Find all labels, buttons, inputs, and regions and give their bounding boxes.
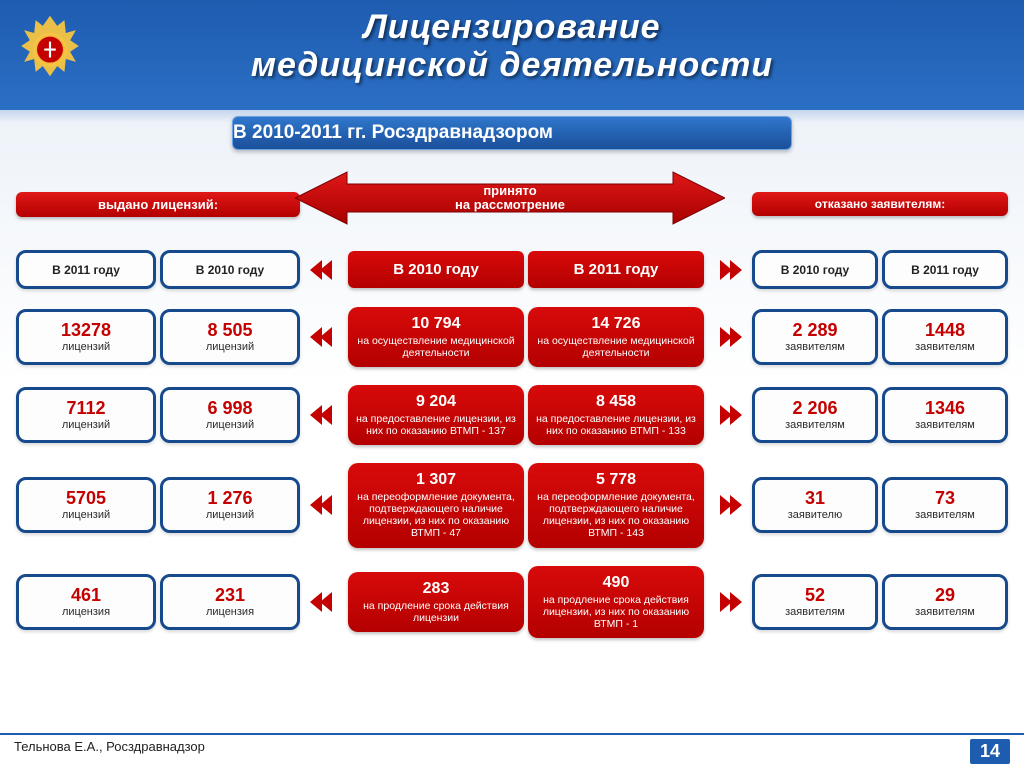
chevron-right-icon [708, 258, 748, 282]
issued-2011-row3: 461лицензия [16, 574, 156, 630]
refused-2010-row1: 2 206заявителям [752, 387, 878, 443]
year-issued-2010: В 2010 году [160, 250, 300, 289]
subtitle-bar: В 2010-2011 гг. Росздравнадзором [232, 116, 792, 150]
year-issued-2011: В 2011 году [16, 250, 156, 289]
chevron-right-icon [708, 493, 748, 517]
slide-header: Лицензирование медицинской деятельности [0, 0, 1024, 110]
chevron-right-icon [708, 403, 748, 427]
refused-2011-row2: 73заявителям [882, 477, 1008, 533]
center-2010-row3: 283на продление срока действия лицензии [348, 572, 524, 632]
slide-footer: Тельнова Е.А., Росздравнадзор 14 [0, 733, 1024, 768]
data-grid: выдано лицензий: отказано заявителям: В … [18, 176, 1006, 638]
chevron-left-icon [304, 258, 344, 282]
issued-2010-row3: 231лицензия [160, 574, 300, 630]
accepted-label-line2: на рассмотрение [455, 197, 565, 212]
emblem-icon [14, 10, 86, 82]
double-arrow-banner: принято на рассмотрение [295, 170, 725, 226]
header-issued: выдано лицензий: [16, 192, 300, 217]
chevron-left-icon [304, 493, 344, 517]
center-2010-row1: 9 204на предоставление лицензии, из них … [348, 385, 524, 445]
accepted-label-line1: принято [483, 183, 536, 198]
center-2011-row2: 5 778на переоформление документа, подтве… [528, 463, 704, 547]
year-center-2010: В 2010 году [348, 251, 524, 288]
page-number: 14 [970, 739, 1010, 764]
chevron-left-icon [304, 325, 344, 349]
issued-2011-row0: 13278лицензий [16, 309, 156, 365]
refused-2010-row2: 31заявителю [752, 477, 878, 533]
content-area: принято на рассмотрение выдано лицензий:… [0, 150, 1024, 638]
title-line-1: Лицензирование [363, 8, 660, 46]
chevron-right-icon [708, 590, 748, 614]
refused-2011-row0: 1448заявителям [882, 309, 1008, 365]
footer-author: Тельнова Е.А., Росздравнадзор [14, 739, 205, 764]
center-2011-row0: 14 726на осуществление медицинской деяте… [528, 307, 704, 367]
header-refused: отказано заявителям: [752, 192, 1008, 216]
refused-2011-row1: 1346заявителям [882, 387, 1008, 443]
title-line-2: медицинской деятельности [251, 46, 773, 84]
center-2010-row0: 10 794на осуществление медицинской деяте… [348, 307, 524, 367]
issued-2010-row2: 1 276лицензий [160, 477, 300, 533]
refused-2010-row3: 52заявителям [752, 574, 878, 630]
issued-2011-row1: 7112лицензий [16, 387, 156, 443]
issued-2010-row0: 8 505лицензий [160, 309, 300, 365]
refused-2010-row0: 2 289заявителям [752, 309, 878, 365]
year-center-2011: В 2011 году [528, 251, 704, 288]
issued-2011-row2: 5705лицензий [16, 477, 156, 533]
slide-title: Лицензирование медицинской деятельности [0, 8, 1024, 84]
center-2010-row2: 1 307на переоформление документа, подтве… [348, 463, 524, 547]
chevron-left-icon [304, 403, 344, 427]
year-refused-2011: В 2011 году [882, 250, 1008, 289]
center-2011-row1: 8 458на предоставление лицензии, из них … [528, 385, 704, 445]
subtitle-text: В 2010-2011 гг. Росздравнадзором [233, 122, 791, 144]
chevron-left-icon [304, 590, 344, 614]
refused-2011-row3: 29заявителям [882, 574, 1008, 630]
chevron-right-icon [708, 325, 748, 349]
issued-2010-row1: 6 998лицензий [160, 387, 300, 443]
center-2011-row3: 490на продление срока действия лицензии,… [528, 566, 704, 638]
year-refused-2010: В 2010 году [752, 250, 878, 289]
